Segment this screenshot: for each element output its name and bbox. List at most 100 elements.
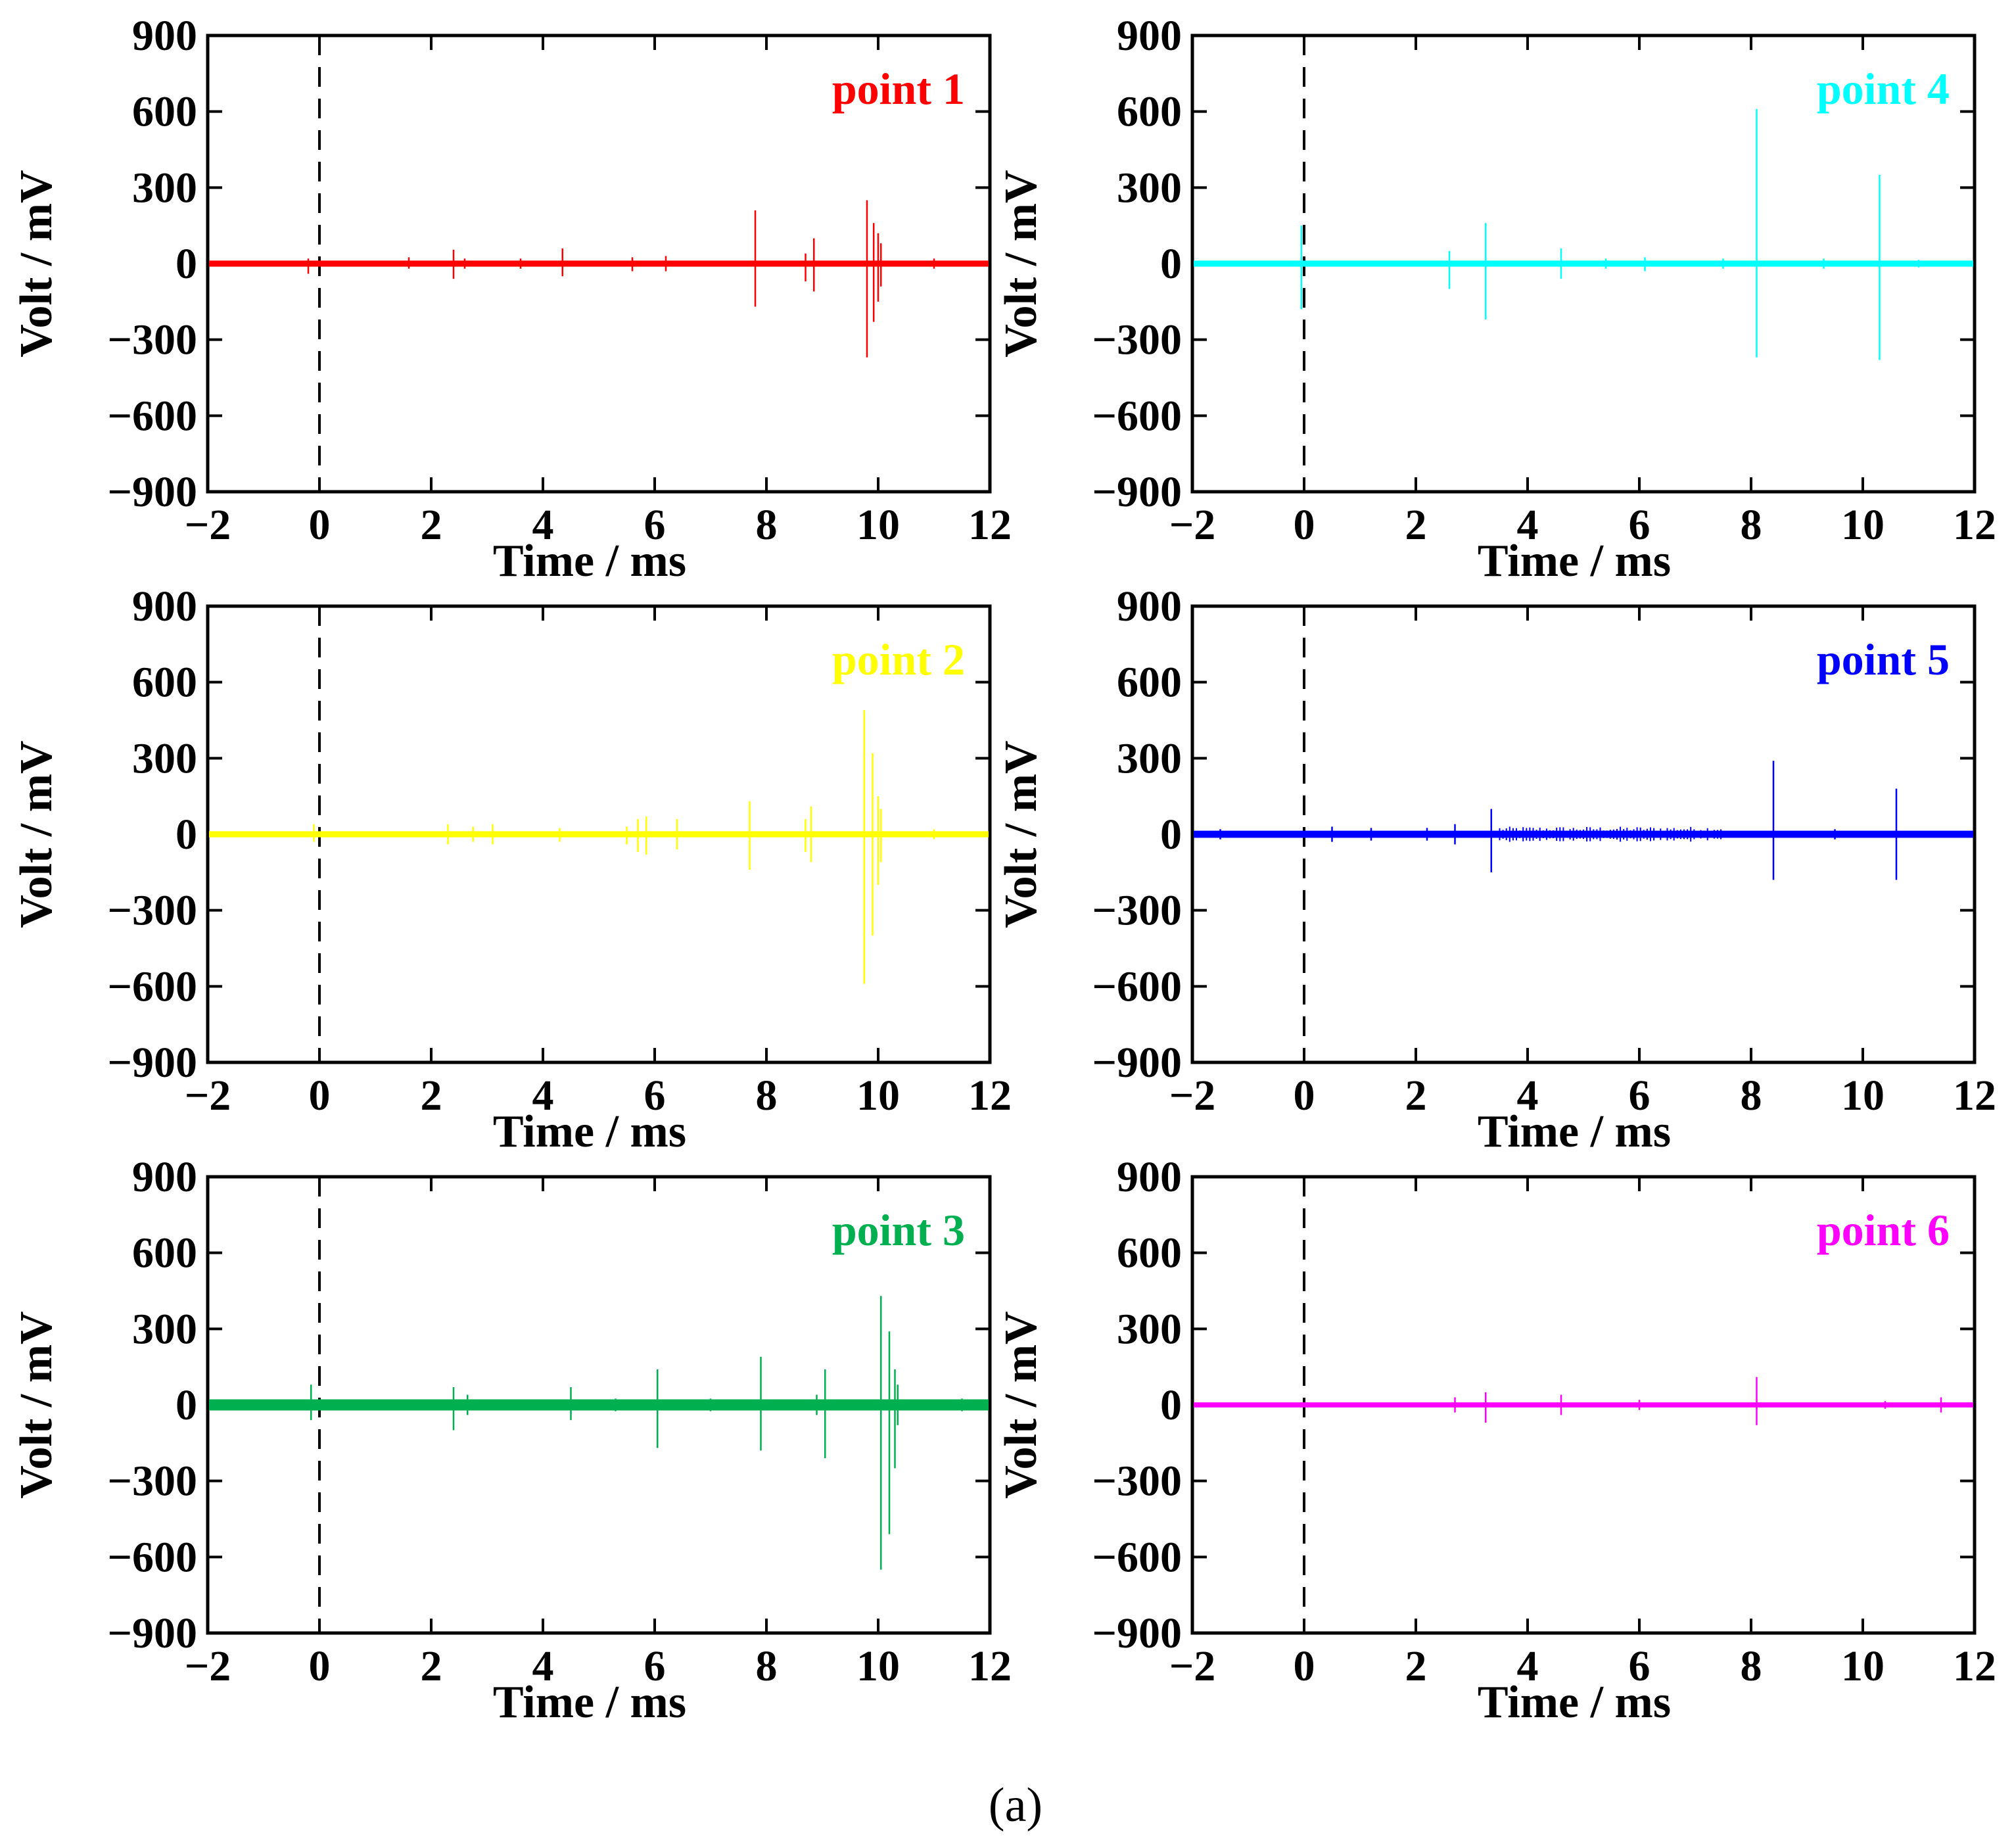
y-tick-label: −300 [107, 316, 197, 364]
y-tick-label: 300 [132, 734, 197, 782]
x-tick-label: 2 [1405, 1072, 1427, 1120]
signal-baseline [209, 831, 989, 838]
x-tick-label: 4 [532, 501, 554, 549]
chart-panel-6: −2 0 2 4 6 8 10 12 900 600 300 0 −300 −600 −900 Time / … [996, 1153, 1996, 1728]
x-axis-title: Time / ms [493, 536, 686, 586]
x-tick-label: 8 [756, 1642, 778, 1690]
y-tick-label: 0 [176, 1381, 197, 1429]
x-tick-label: 0 [309, 501, 331, 549]
y-axis-title: Volt / mV [11, 740, 62, 928]
x-tick-label: 10 [1841, 1072, 1885, 1120]
point-label: point 1 [832, 64, 965, 114]
y-tick-label: 900 [132, 12, 197, 60]
signal-baseline [209, 1399, 989, 1411]
point-label: point 6 [1817, 1205, 1950, 1255]
x-tick-label: 2 [421, 501, 442, 549]
x-tick-label: −2 [185, 501, 231, 549]
chart-panel-5: −2 0 2 4 6 8 10 12 900 600 300 0 −300 −600 −900 Time / … [11, 1153, 1012, 1728]
x-tick-label: 8 [1741, 501, 1762, 549]
chart-panel-2: −2 0 2 4 6 8 10 12 900 600 300 0 −300 −600 −900 Time / … [996, 12, 1996, 586]
x-axis-title: Time / ms [493, 1677, 686, 1728]
y-tick-label: 600 [1117, 88, 1182, 136]
x-tick-label: 4 [532, 1642, 554, 1690]
x-tick-label: 12 [1953, 1072, 1996, 1120]
y-tick-label: −600 [1092, 962, 1182, 1010]
y-tick-label: 900 [1117, 1153, 1182, 1201]
y-tick-label: −900 [107, 1039, 197, 1087]
x-tick-label: 6 [644, 1642, 666, 1690]
y-tick-label: 0 [176, 811, 197, 859]
y-tick-label: 900 [1117, 582, 1182, 630]
y-tick-label: 300 [1117, 164, 1182, 212]
y-tick-label: 600 [132, 659, 197, 707]
point-label: point 5 [1817, 634, 1950, 684]
y-tick-label: −900 [1092, 1039, 1182, 1087]
x-tick-label: 12 [968, 1642, 1012, 1690]
y-tick-label: −600 [107, 392, 197, 440]
x-axis-title: Time / ms [1478, 1677, 1671, 1728]
x-tick-label: 0 [309, 1642, 331, 1690]
y-tick-label: 300 [1117, 1305, 1182, 1353]
x-tick-label: 10 [856, 1642, 900, 1690]
y-tick-label: −900 [107, 468, 197, 516]
x-tick-label: 4 [1517, 501, 1539, 549]
x-tick-label: 6 [644, 1072, 666, 1120]
x-tick-label: −2 [1169, 1072, 1216, 1120]
x-tick-label: −2 [185, 1072, 231, 1120]
chart-panel-4: −2 0 2 4 6 8 10 12 900 600 300 0 −300 −600 −900 Time / … [996, 582, 1996, 1157]
x-tick-label: −2 [1169, 501, 1216, 549]
signal-baseline [209, 260, 989, 267]
y-tick-label: −300 [1092, 316, 1182, 364]
x-tick-label: −2 [185, 1642, 231, 1690]
x-tick-label: 0 [1294, 1642, 1315, 1690]
x-tick-label: 4 [1517, 1072, 1539, 1120]
point-label: point 3 [832, 1205, 965, 1255]
x-tick-label: 6 [644, 501, 666, 549]
y-tick-label: 900 [132, 582, 197, 630]
y-tick-label: −300 [1092, 887, 1182, 935]
y-axis-title: Volt / mV [11, 1311, 62, 1498]
x-axis-title: Time / ms [493, 1106, 686, 1157]
x-tick-label: 8 [1741, 1072, 1762, 1120]
y-axis-title: Volt / mV [11, 170, 62, 357]
signal-baseline [1194, 1402, 1973, 1408]
x-tick-label: 8 [756, 501, 778, 549]
chart-panel-1: −2 0 2 4 6 8 10 12 900 600 300 0 −300 −600 −900 Time / … [11, 12, 1012, 586]
x-tick-label: 10 [1841, 501, 1885, 549]
x-tick-label: 0 [309, 1072, 331, 1120]
x-tick-label: 4 [532, 1072, 554, 1120]
point-label: point 4 [1817, 64, 1950, 114]
x-tick-label: 2 [1405, 501, 1427, 549]
signal-baseline [1194, 260, 1973, 267]
x-tick-label: 6 [1629, 1072, 1651, 1120]
y-tick-label: −300 [107, 887, 197, 935]
x-tick-label: 8 [1741, 1642, 1762, 1690]
y-tick-label: −600 [107, 962, 197, 1010]
x-axis-title: Time / ms [1478, 536, 1671, 586]
x-tick-label: 4 [1517, 1642, 1539, 1690]
y-tick-label: 600 [132, 1229, 197, 1277]
chart-panel-3: −2 0 2 4 6 8 10 12 900 600 300 0 −300 −600 −900 Time / … [11, 582, 1012, 1157]
x-tick-label: 2 [421, 1642, 442, 1690]
x-tick-label: 0 [1294, 501, 1315, 549]
x-tick-label: 12 [1953, 501, 1996, 549]
y-tick-label: −900 [1092, 1609, 1182, 1657]
y-tick-label: 300 [1117, 734, 1182, 782]
x-tick-label: 8 [756, 1072, 778, 1120]
y-tick-label: 600 [1117, 659, 1182, 707]
x-tick-label: 10 [1841, 1642, 1885, 1690]
y-tick-label: 300 [132, 164, 197, 212]
y-tick-label: −900 [1092, 468, 1182, 516]
x-tick-label: 2 [421, 1072, 442, 1120]
y-tick-label: 0 [1160, 1381, 1182, 1429]
y-tick-label: 0 [1160, 240, 1182, 288]
y-tick-label: −600 [1092, 392, 1182, 440]
x-tick-label: 10 [856, 501, 900, 549]
y-tick-label: 600 [132, 88, 197, 136]
y-tick-label: −600 [1092, 1533, 1182, 1581]
x-axis-title: Time / ms [1478, 1106, 1671, 1157]
x-tick-label: 12 [1953, 1642, 1996, 1690]
y-axis-title: Volt / mV [996, 740, 1046, 928]
y-tick-label: 0 [1160, 811, 1182, 859]
y-tick-label: −300 [107, 1457, 197, 1505]
